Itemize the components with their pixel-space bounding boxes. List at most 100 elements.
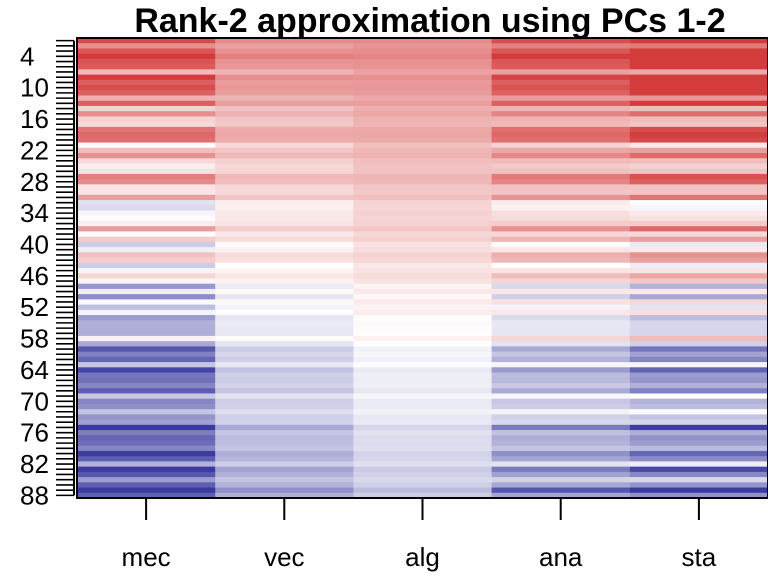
heatmap-cell-mec-15 [77, 111, 216, 118]
heatmap-cell-mec-6 [77, 64, 216, 70]
heatmap-cell-alg-75 [353, 424, 493, 431]
heatmap-cell-mec-11 [77, 90, 216, 97]
heatmap-cell-mec-60 [77, 346, 216, 353]
heatmap-cell-mec-42 [77, 252, 216, 259]
heatmap-cell-sta-61 [629, 351, 768, 358]
heatmap-cell-mec-53 [77, 309, 216, 316]
heatmap-cell-sta-69 [629, 393, 768, 400]
heatmap-cell-vec-10 [215, 85, 354, 91]
heatmap-cell-mec-72 [77, 409, 216, 415]
heatmap-cell-mec-66 [77, 377, 216, 384]
y-tick-label: 4 [20, 41, 34, 71]
heatmap-cell-vec-73 [215, 414, 354, 421]
heatmap-cell-mec-58 [77, 335, 216, 342]
y-tick-label: 52 [20, 292, 49, 322]
heatmap-cell-alg-46 [353, 273, 493, 280]
heatmap-cell-mec-63 [77, 362, 216, 368]
heatmap-cell-vec-31 [215, 194, 354, 201]
heatmap-cell-ana-13 [491, 100, 631, 107]
heatmap-cell-ana-32 [491, 200, 631, 206]
heatmap-cell-alg-54 [353, 315, 493, 321]
heatmap-cell-sta-33 [629, 205, 768, 212]
heatmap-cell-alg-35 [353, 215, 493, 222]
heatmap-cell-alg-55 [353, 320, 493, 327]
heatmap-cell-ana-27 [491, 173, 631, 180]
heatmap-cell-vec-77 [215, 435, 354, 442]
heatmap-cell-ana-33 [491, 205, 631, 212]
heatmap-cell-vec-8 [215, 74, 354, 81]
heatmap-cell-sta-82 [629, 461, 768, 468]
heatmap-cell-sta-86 [629, 482, 768, 489]
heatmap-cell-vec-50 [215, 294, 354, 300]
heatmap-cell-mec-64 [77, 367, 216, 374]
heatmap-cell-sta-38 [629, 231, 768, 238]
heatmap-cell-mec-35 [77, 215, 216, 222]
heatmap-cell-ana-63 [491, 362, 631, 368]
heatmap-cell-alg-40 [353, 241, 493, 248]
heatmap-cell-ana-12 [491, 95, 631, 102]
heatmap-cell-vec-84 [215, 471, 354, 478]
heatmap-cell-mec-33 [77, 205, 216, 212]
heatmap-cell-mec-69 [77, 393, 216, 400]
heatmap-cell-ana-86 [491, 482, 631, 489]
heatmap-cell-ana-55 [491, 320, 631, 327]
heatmap-cell-mec-4 [77, 53, 216, 60]
heatmap-cell-alg-49 [353, 288, 493, 295]
heatmap-cell-sta-84 [629, 471, 768, 478]
x-tick-label-mec: mec [122, 542, 171, 572]
heatmap-cell-vec-53 [215, 309, 354, 316]
heatmap-cell-vec-65 [215, 372, 354, 379]
heatmap-cell-alg-57 [353, 330, 493, 337]
y-tick-label: 40 [20, 229, 49, 259]
y-tick-label: 76 [20, 418, 49, 448]
heatmap-cell-alg-61 [353, 351, 493, 358]
heatmap-cell-mec-34 [77, 210, 216, 217]
heatmap-cell-sta-77 [629, 435, 768, 442]
heatmap-cell-alg-4 [353, 53, 493, 60]
heatmap-cell-ana-14 [491, 105, 631, 112]
heatmap-cell-sta-1 [629, 38, 768, 44]
heatmap-cell-ana-83 [491, 466, 631, 473]
heatmap-cell-sta-30 [629, 189, 768, 196]
heatmap-cell-alg-80 [353, 450, 493, 457]
heatmap-cell-alg-21 [353, 142, 493, 149]
heatmap-cell-alg-39 [353, 236, 493, 243]
heatmap-cell-alg-66 [353, 377, 493, 384]
heatmap-cell-alg-58 [353, 335, 493, 342]
heatmap-cell-sta-5 [629, 58, 768, 65]
heatmap-cell-alg-65 [353, 372, 493, 379]
heatmap-cell-ana-26 [491, 168, 631, 175]
heatmap-cell-mec-40 [77, 241, 216, 248]
heatmap-cell-mec-9 [77, 79, 216, 86]
heatmap-cell-alg-82 [353, 461, 493, 468]
heatmap-cell-alg-2 [353, 43, 493, 50]
heatmap-cell-ana-46 [491, 273, 631, 280]
heatmap-cell-alg-70 [353, 398, 493, 405]
heatmap-cell-sta-65 [629, 372, 768, 379]
heatmap-cell-mec-50 [77, 294, 216, 300]
heatmap-cell-sta-46 [629, 273, 768, 280]
heatmap-cell-vec-83 [215, 466, 354, 473]
heatmap-cell-ana-81 [491, 456, 631, 463]
heatmap-cell-alg-72 [353, 409, 493, 415]
heatmap-cell-ana-50 [491, 294, 631, 300]
heatmap-cell-ana-65 [491, 372, 631, 379]
heatmap-cell-alg-37 [353, 226, 493, 233]
heatmap-cell-sta-85 [629, 477, 768, 483]
heatmap-cell-vec-3 [215, 48, 354, 55]
heatmap-cell-sta-78 [629, 440, 768, 447]
heatmap-cell-alg-67 [353, 383, 493, 389]
heatmap-cell-sta-74 [629, 419, 768, 426]
heatmap-cell-sta-50 [629, 294, 768, 300]
heatmap-cell-mec-41 [77, 247, 216, 253]
heatmap-cell-ana-57 [491, 330, 631, 337]
heatmap-cell-alg-31 [353, 194, 493, 201]
heatmap-cell-sta-6 [629, 64, 768, 70]
heatmap-cell-alg-30 [353, 189, 493, 196]
heatmap-cell-sta-70 [629, 398, 768, 405]
heatmap-cell-ana-42 [491, 252, 631, 259]
heatmap-cell-ana-34 [491, 210, 631, 217]
heatmap-cell-alg-81 [353, 456, 493, 463]
heatmap-cell-vec-12 [215, 95, 354, 102]
heatmap-cell-alg-7 [353, 69, 493, 76]
